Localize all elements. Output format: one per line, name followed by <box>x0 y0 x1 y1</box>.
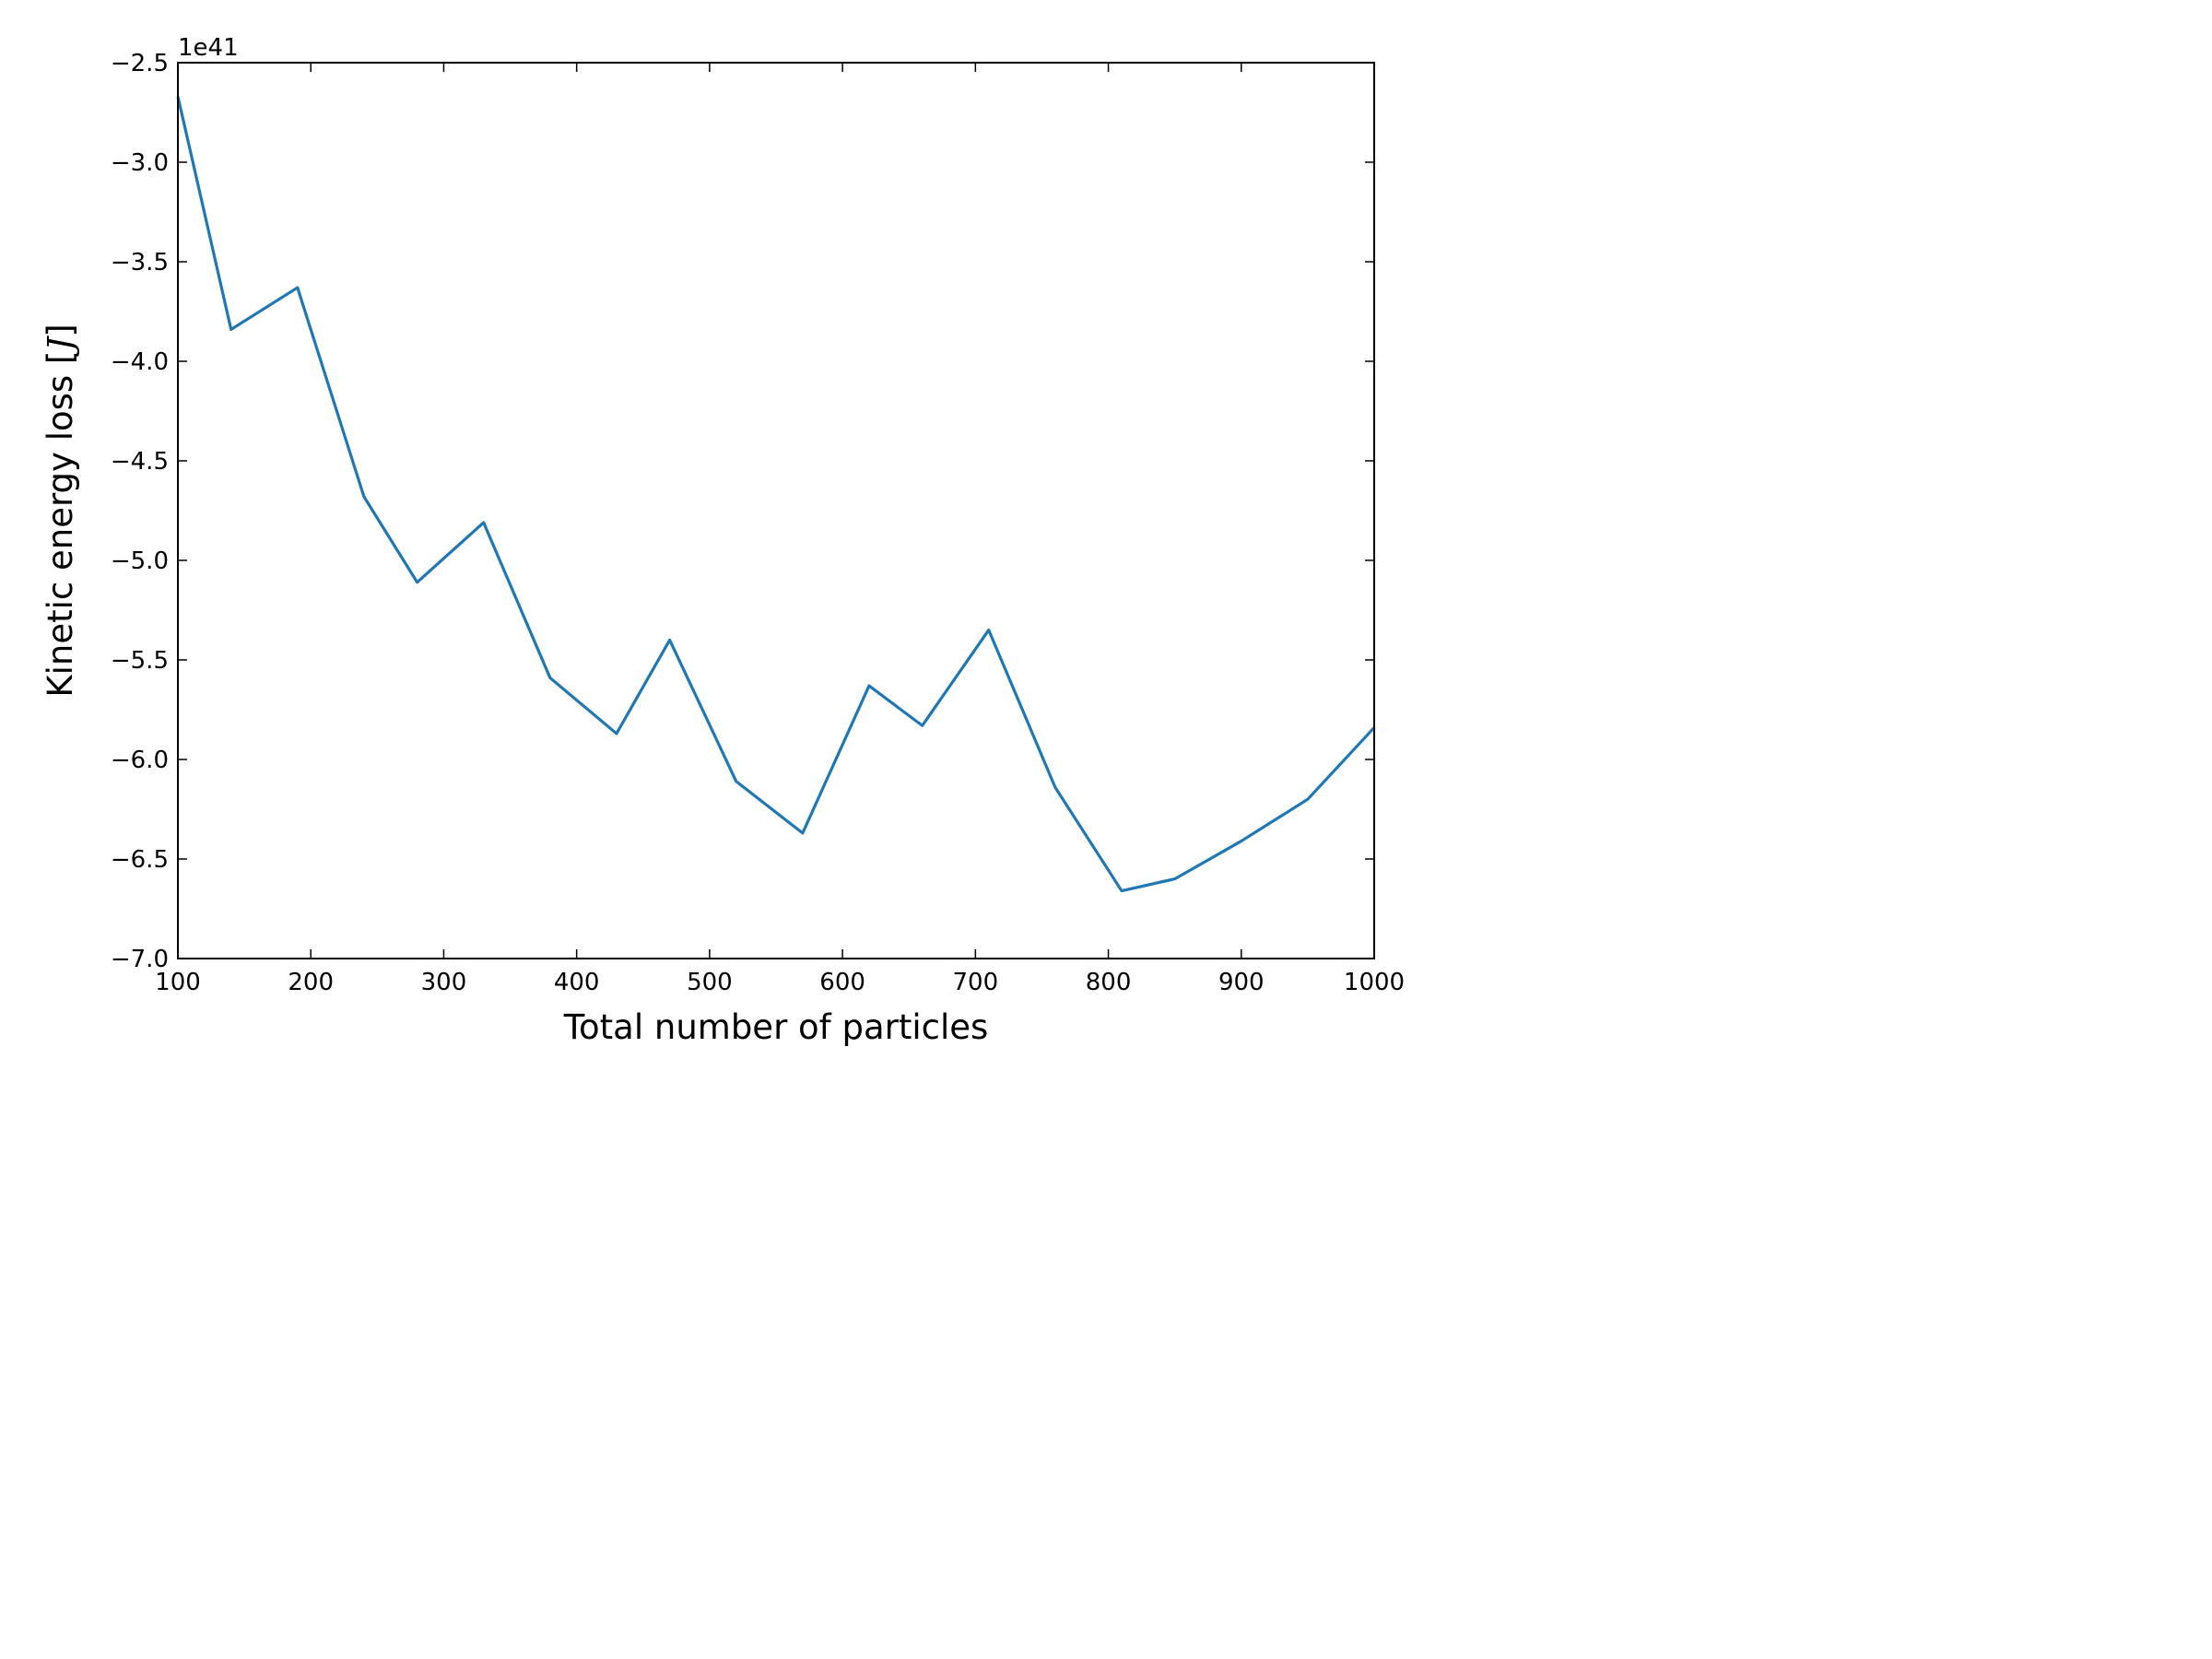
series-line <box>176 96 1376 893</box>
x-tick-label: 400 <box>554 969 600 996</box>
y-tick-label: −5.0 <box>111 547 169 575</box>
x-tick-label: 300 <box>421 969 467 996</box>
y-axis-label: Kinetic energy loss [J] <box>41 324 80 697</box>
axes-frame <box>177 62 1375 959</box>
x-axis-label: Total number of particles <box>563 1007 989 1047</box>
x-tick-label: 900 <box>1218 969 1265 996</box>
series-layer <box>176 96 1376 893</box>
x-tick-label: 1000 <box>1344 969 1405 996</box>
y-axis-label-suffix: ] <box>41 324 80 336</box>
y-tick-label: −2.5 <box>111 50 169 77</box>
y-tick-label: −6.0 <box>111 747 169 774</box>
y-tick-label: −3.5 <box>111 249 169 276</box>
x-tick-label: 700 <box>953 969 999 996</box>
y-tick-label: −7.0 <box>111 946 169 973</box>
x-tick-label: 800 <box>1086 969 1132 996</box>
line-chart: 100 200 300 400 500 600 700 800 900 1000 −2.5 −3.0… <box>0 0 1429 1071</box>
y-tick-label: −5.5 <box>111 647 169 675</box>
x-tick-label: 100 <box>155 969 201 996</box>
x-axis-ticks: 100 200 300 400 500 600 700 800 900 1000 <box>155 63 1405 996</box>
x-tick-label: 200 <box>288 969 334 996</box>
y-tick-label: −6.5 <box>111 846 169 874</box>
y-tick-label: −4.5 <box>111 448 169 476</box>
y-axis-label-prefix: Kinetic energy loss [ <box>41 351 80 698</box>
y-tick-label: −3.0 <box>111 149 169 177</box>
x-tick-label: 600 <box>819 969 865 996</box>
y-offset-text: 1e41 <box>178 34 239 62</box>
y-tick-label: −4.0 <box>111 348 169 376</box>
x-tick-label: 500 <box>687 969 733 996</box>
y-axis-ticks: −2.5 −3.0 −3.5 −4.0 −4.5 −5.0 −5.5 −6.0 −6.5 −7.0 <box>111 50 1374 973</box>
figure-background <box>0 0 1429 1071</box>
